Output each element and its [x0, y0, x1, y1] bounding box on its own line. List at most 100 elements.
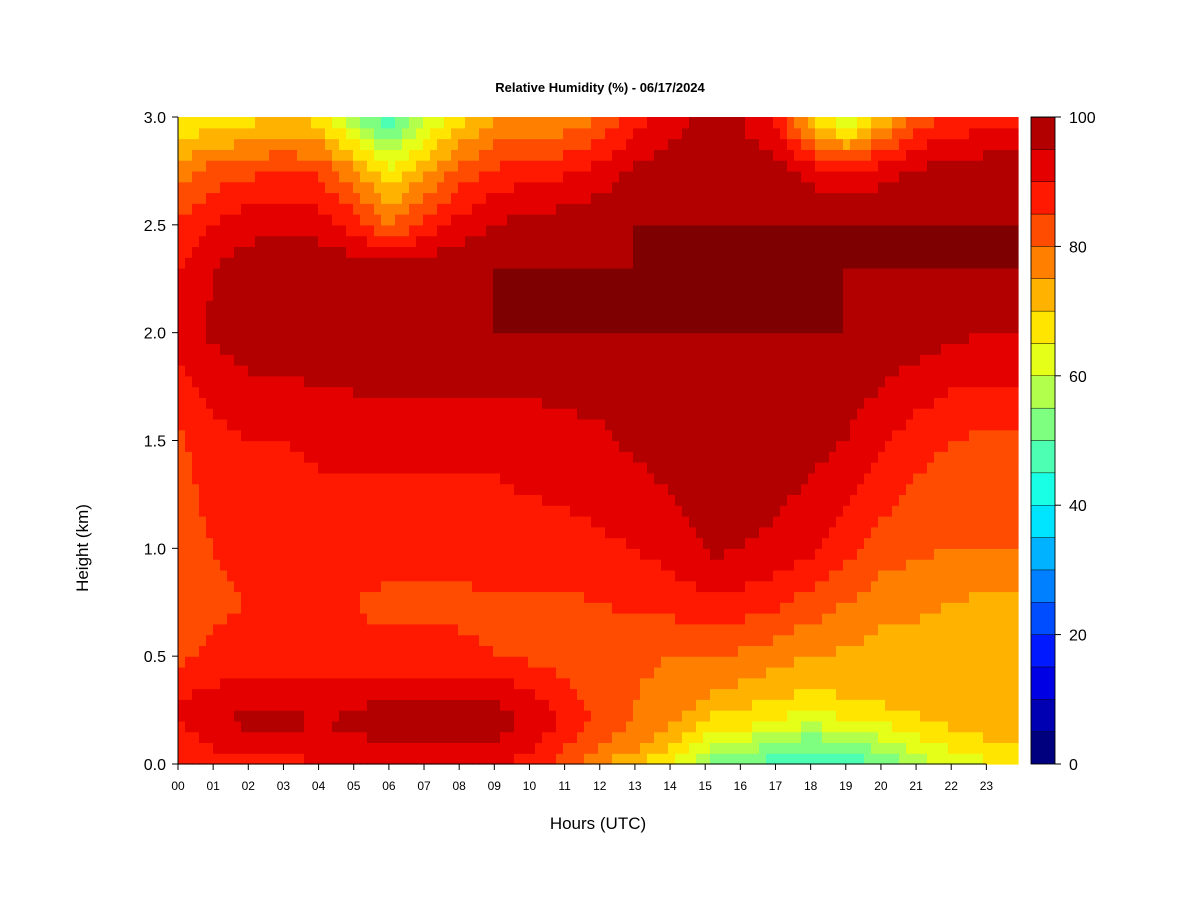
heatmap-cell [633, 300, 641, 312]
heatmap-cell [752, 300, 760, 312]
heatmap-cell [416, 710, 424, 722]
heatmap-cell [304, 645, 312, 657]
heatmap-cell [710, 483, 718, 496]
heatmap-cell [549, 311, 557, 323]
heatmap-cell [381, 321, 389, 334]
heatmap-cell [206, 688, 214, 700]
heatmap-cell [297, 677, 305, 690]
heatmap-cell [696, 375, 704, 388]
heatmap-cell [612, 656, 620, 668]
heatmap-cell [577, 688, 585, 700]
heatmap-cell [430, 127, 438, 140]
heatmap-cell [409, 559, 417, 571]
heatmap-cell [591, 753, 599, 765]
heatmap-cell [437, 170, 445, 183]
heatmap-cell [297, 720, 305, 733]
heatmap-cell [661, 354, 669, 366]
heatmap-cell [507, 451, 515, 463]
heatmap-cell [549, 429, 557, 442]
heatmap-cell [451, 710, 459, 722]
heatmap-cell [528, 267, 536, 280]
heatmap-cell [234, 666, 242, 679]
heatmap-cell [675, 289, 683, 301]
heatmap-cell [430, 203, 438, 215]
heatmap-cell [332, 332, 340, 345]
heatmap-cell [598, 526, 606, 539]
heatmap-cell [591, 451, 599, 463]
heatmap-cell [262, 666, 270, 679]
heatmap-cell [584, 483, 592, 496]
heatmap-cell [640, 548, 648, 560]
heatmap-cell [605, 311, 613, 323]
heatmap-cell [542, 580, 550, 593]
heatmap-cell [353, 429, 361, 442]
heatmap-cell [423, 613, 431, 625]
heatmap-cell [332, 548, 340, 560]
heatmap-cell [241, 343, 249, 355]
heatmap-cell [682, 537, 690, 549]
heatmap-cell [409, 742, 417, 754]
heatmap-cell [619, 699, 627, 711]
heatmap-cell [269, 537, 277, 549]
heatmap-cell [262, 224, 270, 237]
heatmap-cell [276, 537, 284, 549]
heatmap-cell [535, 753, 543, 765]
heatmap-cell [605, 278, 613, 291]
heatmap-cell [472, 224, 480, 237]
heatmap-cell [668, 289, 676, 301]
heatmap-cell [626, 742, 634, 754]
heatmap-cell [290, 321, 298, 334]
heatmap-cell [227, 699, 235, 711]
heatmap-cell [241, 332, 249, 345]
heatmap-cell [598, 451, 606, 463]
heatmap-cell [542, 451, 550, 463]
heatmap-cell [241, 731, 249, 744]
heatmap-cell [500, 203, 508, 215]
heatmap-cell [178, 494, 186, 506]
heatmap-cell [346, 170, 354, 183]
heatmap-cell [234, 235, 242, 247]
heatmap-cell [437, 720, 445, 733]
heatmap-cell [528, 451, 536, 463]
heatmap-cell [570, 257, 578, 269]
heatmap-cell [185, 354, 193, 366]
heatmap-cell [745, 321, 753, 334]
heatmap-cell [339, 677, 347, 690]
heatmap-cell [374, 170, 382, 183]
heatmap-cell [241, 440, 249, 452]
heatmap-cell [584, 365, 592, 377]
heatmap-cell [234, 591, 242, 603]
heatmap-cell [423, 354, 431, 366]
heatmap-cell [661, 623, 669, 636]
heatmap-cell [388, 170, 396, 183]
heatmap-cell [255, 246, 263, 258]
heatmap-cell [199, 505, 207, 517]
heatmap-cell [668, 386, 676, 398]
heatmap-cell [318, 623, 326, 636]
heatmap-cell [549, 117, 557, 129]
heatmap-cell [703, 289, 711, 301]
heatmap-cell [290, 451, 298, 463]
heatmap-cell [430, 267, 438, 280]
heatmap-cell [185, 365, 193, 377]
heatmap-cell [213, 117, 221, 129]
heatmap-cell [724, 365, 732, 377]
heatmap-cell [507, 494, 515, 506]
heatmap-cell [528, 613, 536, 625]
heatmap-cell [500, 548, 508, 560]
heatmap-cell [507, 332, 515, 345]
heatmap-cell [696, 321, 704, 334]
heatmap-cell [423, 321, 431, 334]
heatmap-cell [213, 580, 221, 593]
heatmap-cell [458, 634, 466, 646]
heatmap-cell [304, 602, 312, 614]
heatmap-cell [591, 160, 599, 172]
heatmap-cell [738, 257, 746, 269]
heatmap-cell [612, 472, 620, 485]
heatmap-cell [178, 354, 186, 366]
heatmap-cell [738, 397, 746, 409]
heatmap-cell [633, 623, 641, 636]
heatmap-cell [423, 386, 431, 398]
heatmap-cell [738, 483, 746, 496]
heatmap-cell [507, 440, 515, 452]
